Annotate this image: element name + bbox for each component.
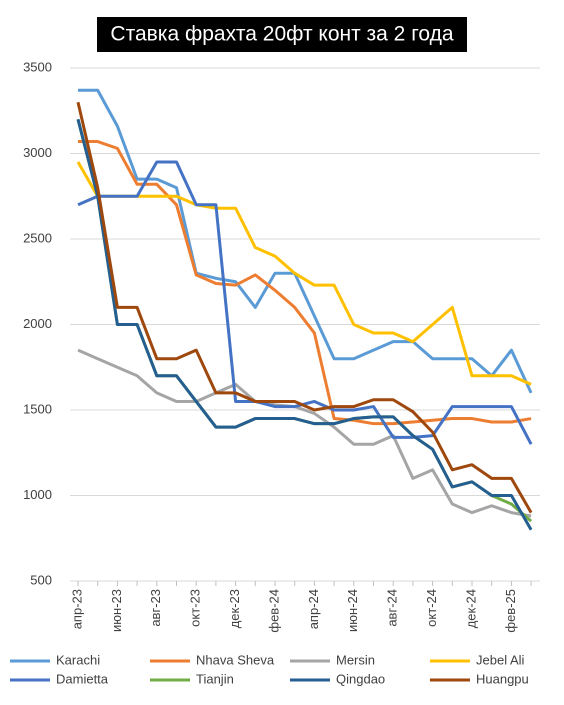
legend-label: Qingdao <box>336 671 385 686</box>
y-tick-label: 2500 <box>23 230 52 245</box>
x-tick-label: апр-23 <box>69 589 84 629</box>
x-tick-label: дек-24 <box>463 589 478 628</box>
series-line <box>77 160 533 445</box>
y-tick-label: 3500 <box>23 59 52 74</box>
y-tick-label: 1000 <box>23 487 52 502</box>
x-tick-label: окт-23 <box>188 589 203 627</box>
series-line <box>76 118 533 531</box>
series-line <box>76 161 532 386</box>
chart-title: Ставка фрахта 20фт конт за 2 года <box>110 23 453 46</box>
legend-label: Jebel Ali <box>476 652 525 667</box>
x-tick-label: июн-23 <box>109 589 124 632</box>
title-box <box>97 17 467 52</box>
legend-label: Karachi <box>56 652 100 667</box>
y-tick-label: 3000 <box>23 145 52 160</box>
x-tick-label: июн-24 <box>345 589 360 632</box>
legend-label: Nhava Sheva <box>196 652 275 667</box>
x-tick-label: апр-24 <box>306 589 321 629</box>
legend-label: Damietta <box>56 671 109 686</box>
series-line <box>77 348 532 518</box>
series-line <box>78 140 532 426</box>
y-tick-label: 500 <box>30 572 52 587</box>
x-tick-label: авг-23 <box>148 589 163 627</box>
x-tick-label: фев-25 <box>503 589 518 633</box>
x-tick-label: дек-23 <box>227 589 242 628</box>
x-tick-label: фев-24 <box>266 589 281 633</box>
legend-label: Mersin <box>336 652 375 667</box>
x-tick-label: авг-24 <box>385 589 400 627</box>
x-tick-label: окт-24 <box>424 589 439 627</box>
series-line <box>78 88 533 394</box>
legend-label: Huangpu <box>476 671 529 686</box>
series-line <box>76 101 533 514</box>
legend-label: Tianjin <box>196 671 234 686</box>
y-tick-label: 2000 <box>23 316 52 331</box>
y-tick-label: 1500 <box>23 401 52 416</box>
